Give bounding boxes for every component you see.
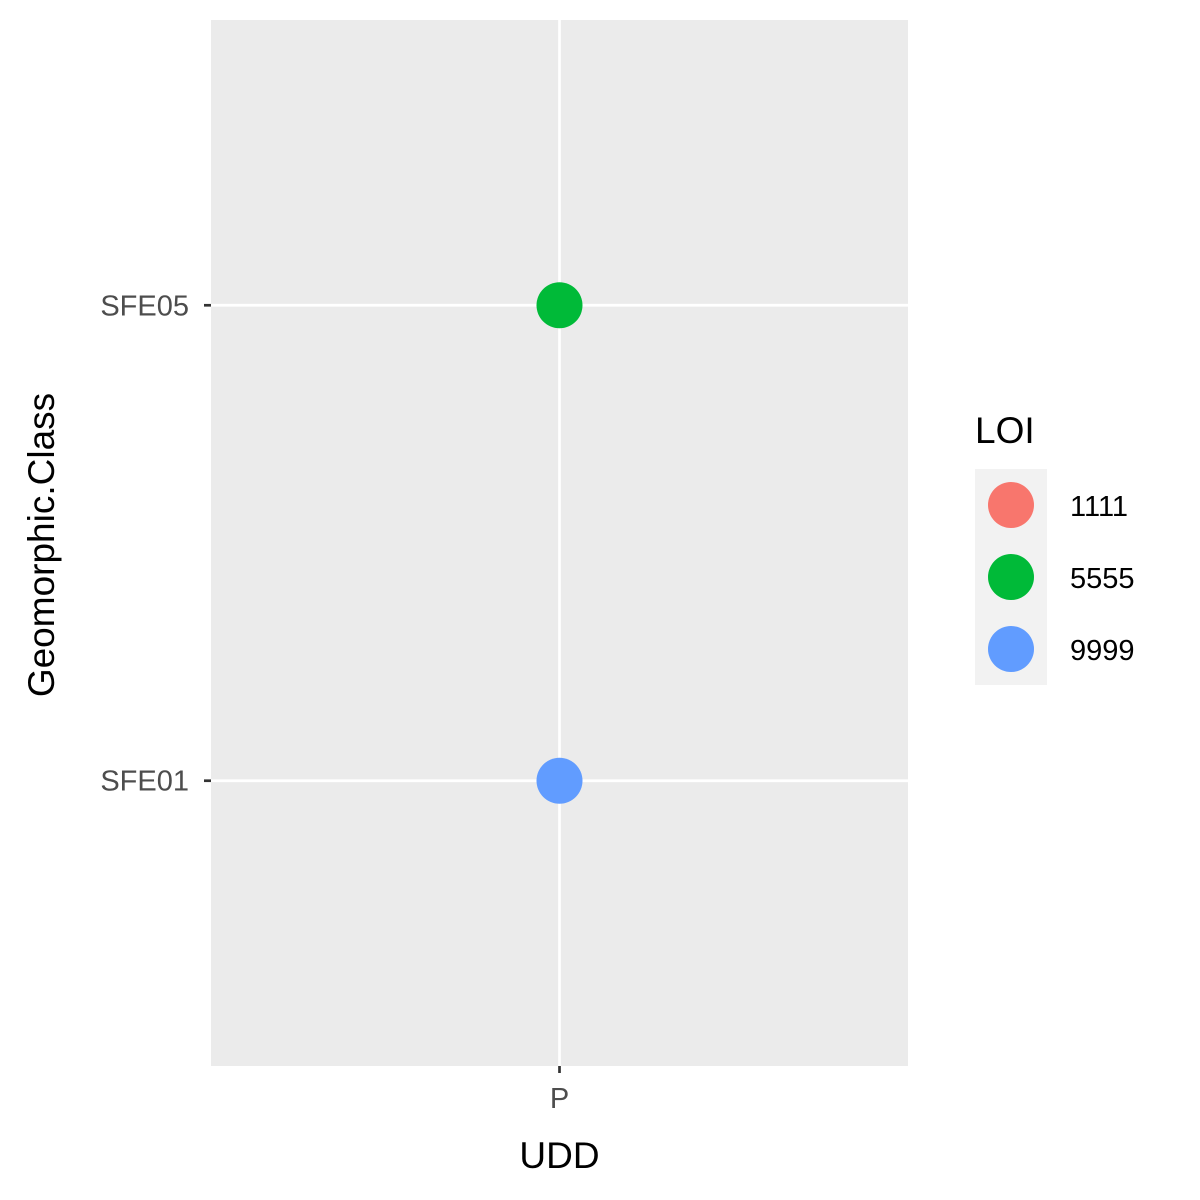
x-axis-title: UDD	[519, 1135, 599, 1176]
y-tick-label: SFE01	[100, 766, 189, 798]
legend-label: 1111	[1070, 491, 1128, 523]
y-tick-label: SFE05	[100, 290, 189, 322]
y-axis-title: Geomorphic.Class	[21, 393, 62, 697]
x-tick-label: P	[550, 1083, 569, 1115]
legend-label: 9999	[1070, 635, 1135, 667]
legend: LOI 1111 5555 9999	[975, 410, 1135, 685]
data-points	[536, 282, 583, 804]
legend-title: LOI	[975, 410, 1035, 451]
legend-key	[988, 554, 1034, 600]
legend-key	[988, 482, 1034, 528]
legend-label: 5555	[1070, 563, 1135, 595]
axis-ticks: P SFE01 SFE05	[100, 290, 569, 1115]
data-point	[536, 757, 583, 804]
data-point	[536, 282, 583, 329]
legend-entries: 1111 5555 9999	[988, 482, 1135, 672]
legend-key	[988, 626, 1034, 672]
